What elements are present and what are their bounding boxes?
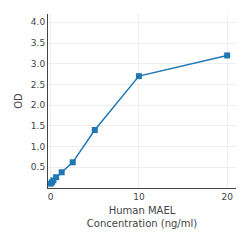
svg-text:3.0: 3.0 [31,59,46,69]
svg-text:1.0: 1.0 [31,142,46,152]
svg-text:OD: OD [13,93,24,109]
svg-text:10: 10 [133,192,145,202]
svg-text:Human MAELConcentration (ng/ml: Human MAELConcentration (ng/ml) [87,205,197,229]
svg-text:0: 0 [48,192,54,202]
svg-text:2.5: 2.5 [31,80,45,90]
svg-text:2.0: 2.0 [31,100,46,110]
svg-text:4.0: 4.0 [31,17,46,27]
svg-text:20: 20 [221,192,233,202]
svg-text:1.5: 1.5 [31,121,45,131]
svg-text:0.5: 0.5 [31,162,45,172]
svg-text:3.5: 3.5 [31,38,45,48]
